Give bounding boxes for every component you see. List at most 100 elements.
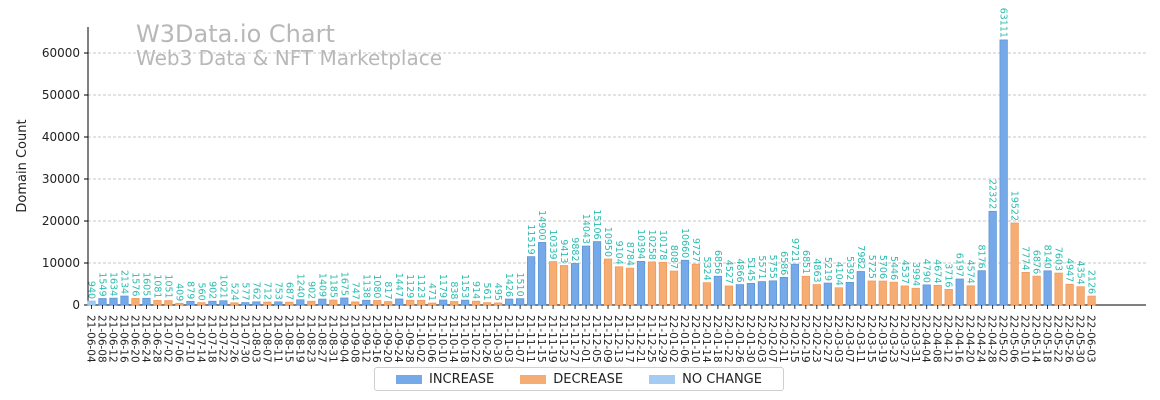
x-tick-label: 22-03-27	[898, 315, 910, 363]
data-label: 914	[470, 281, 481, 299]
data-label: 1240	[294, 274, 305, 298]
x-tick-label: 21-09-04	[337, 315, 349, 363]
x-tick-label: 22-03-19	[876, 315, 888, 363]
legend-swatch-decrease	[520, 374, 547, 384]
data-label: 712	[261, 282, 272, 300]
data-label: 7982	[855, 245, 866, 269]
data-label: 5755	[767, 255, 778, 279]
data-label: 3994	[910, 262, 921, 286]
x-tick-label: 22-04-08	[931, 315, 943, 363]
x-tick-label: 21-10-18	[458, 315, 470, 363]
data-label: 7774	[1020, 246, 1031, 270]
bar	[373, 300, 382, 306]
bar	[812, 284, 821, 306]
x-tick-label: 22-01-14	[700, 315, 712, 363]
data-label: 1080	[371, 274, 382, 298]
data-label: 1634	[107, 272, 118, 296]
x-tick-label: 21-12-21	[634, 315, 646, 363]
data-label: 8087	[668, 245, 679, 269]
x-tick-label: 22-05-30	[1074, 315, 1086, 363]
x-tick-label: 22-03-31	[909, 315, 921, 363]
bar	[516, 298, 525, 306]
bar	[505, 298, 514, 306]
x-tick-label: 21-08-23	[304, 315, 316, 363]
x-tick-label: 22-04-12	[942, 315, 954, 363]
bar	[219, 300, 228, 306]
data-label: 4537	[899, 260, 910, 284]
x-tick-label: 21-08-11	[271, 315, 283, 363]
data-label: 577	[239, 282, 250, 300]
data-label: 8176	[976, 244, 987, 268]
bar	[713, 275, 723, 306]
data-label: 6856	[712, 250, 723, 274]
y-axis-title: Domain Count	[15, 119, 30, 212]
bar	[768, 280, 777, 306]
data-label: 22322	[987, 179, 998, 209]
bar	[867, 280, 876, 306]
bar	[98, 298, 107, 306]
x-tick-label: 22-05-06	[1008, 315, 1020, 363]
bar	[911, 287, 920, 306]
bar	[592, 241, 602, 306]
data-label: 9721	[789, 238, 800, 262]
x-tick-label: 22-04-16	[953, 315, 965, 363]
data-label: 4863	[811, 258, 822, 282]
x-tick-label: 21-08-27	[315, 315, 327, 363]
x-tick-label: 22-05-22	[1052, 315, 1064, 363]
y-tick-label: 20000	[42, 214, 80, 228]
bar	[395, 298, 404, 306]
x-tick-label: 22-02-23	[810, 315, 822, 363]
x-tick-label: 21-06-24	[139, 315, 151, 363]
bar	[1032, 275, 1041, 306]
bar	[109, 297, 118, 306]
x-tick-label: 21-12-13	[612, 315, 624, 363]
bar	[878, 280, 887, 306]
bar	[472, 300, 481, 306]
x-tick-label: 22-04-20	[964, 315, 976, 363]
bar	[988, 210, 997, 306]
x-tick-label: 22-03-03	[832, 315, 844, 363]
watermark-title: W3Data.io Chart	[136, 20, 335, 48]
legend-item-no-change: NO CHANGE	[649, 372, 762, 387]
x-tick-label: 22-01-02	[667, 315, 679, 363]
legend-label-decrease: DECREASE	[553, 371, 624, 387]
legend-label-increase: INCREASE	[428, 371, 495, 387]
data-label: 2126	[1086, 270, 1097, 294]
x-tick-label: 21-10-22	[469, 315, 481, 363]
bar	[900, 285, 909, 306]
x-tick-label: 21-11-27	[568, 315, 580, 363]
data-label: 687	[283, 282, 294, 300]
x-tick-label: 21-10-06	[425, 315, 437, 363]
x-tick-label: 21-10-02	[414, 315, 426, 363]
legend-label-no-change: NO CHANGE	[682, 371, 762, 387]
data-label: 1138	[360, 274, 371, 298]
bar	[131, 298, 140, 306]
bar	[647, 261, 657, 306]
x-tick-label: 21-07-22	[216, 315, 228, 363]
bar	[889, 281, 898, 306]
data-label: 1549	[96, 272, 107, 296]
data-label: 902	[206, 281, 217, 299]
data-label: 4574	[965, 260, 976, 284]
bar	[252, 301, 261, 306]
data-label: 560	[195, 283, 206, 301]
data-label: 838	[448, 281, 459, 299]
y-tick-label: 10000	[42, 256, 80, 270]
data-label: 1123	[415, 274, 426, 298]
bar	[483, 302, 492, 306]
y-tick-label: 0	[72, 298, 80, 312]
data-label: 5706	[877, 255, 888, 279]
bar	[208, 300, 217, 306]
x-tick-label: 21-11-19	[546, 315, 558, 363]
x-tick-label: 21-11-15	[535, 315, 547, 363]
x-tick-label: 21-09-08	[348, 315, 360, 363]
y-tick-label: 50000	[42, 88, 80, 102]
data-label: 5571	[756, 255, 767, 279]
bar	[999, 39, 1008, 306]
bar	[285, 301, 294, 306]
bar	[856, 271, 865, 306]
bar	[406, 299, 415, 306]
x-tick-label: 21-12-25	[645, 315, 657, 363]
x-tick-label: 21-08-31	[326, 315, 338, 363]
data-label: 495	[492, 283, 503, 301]
